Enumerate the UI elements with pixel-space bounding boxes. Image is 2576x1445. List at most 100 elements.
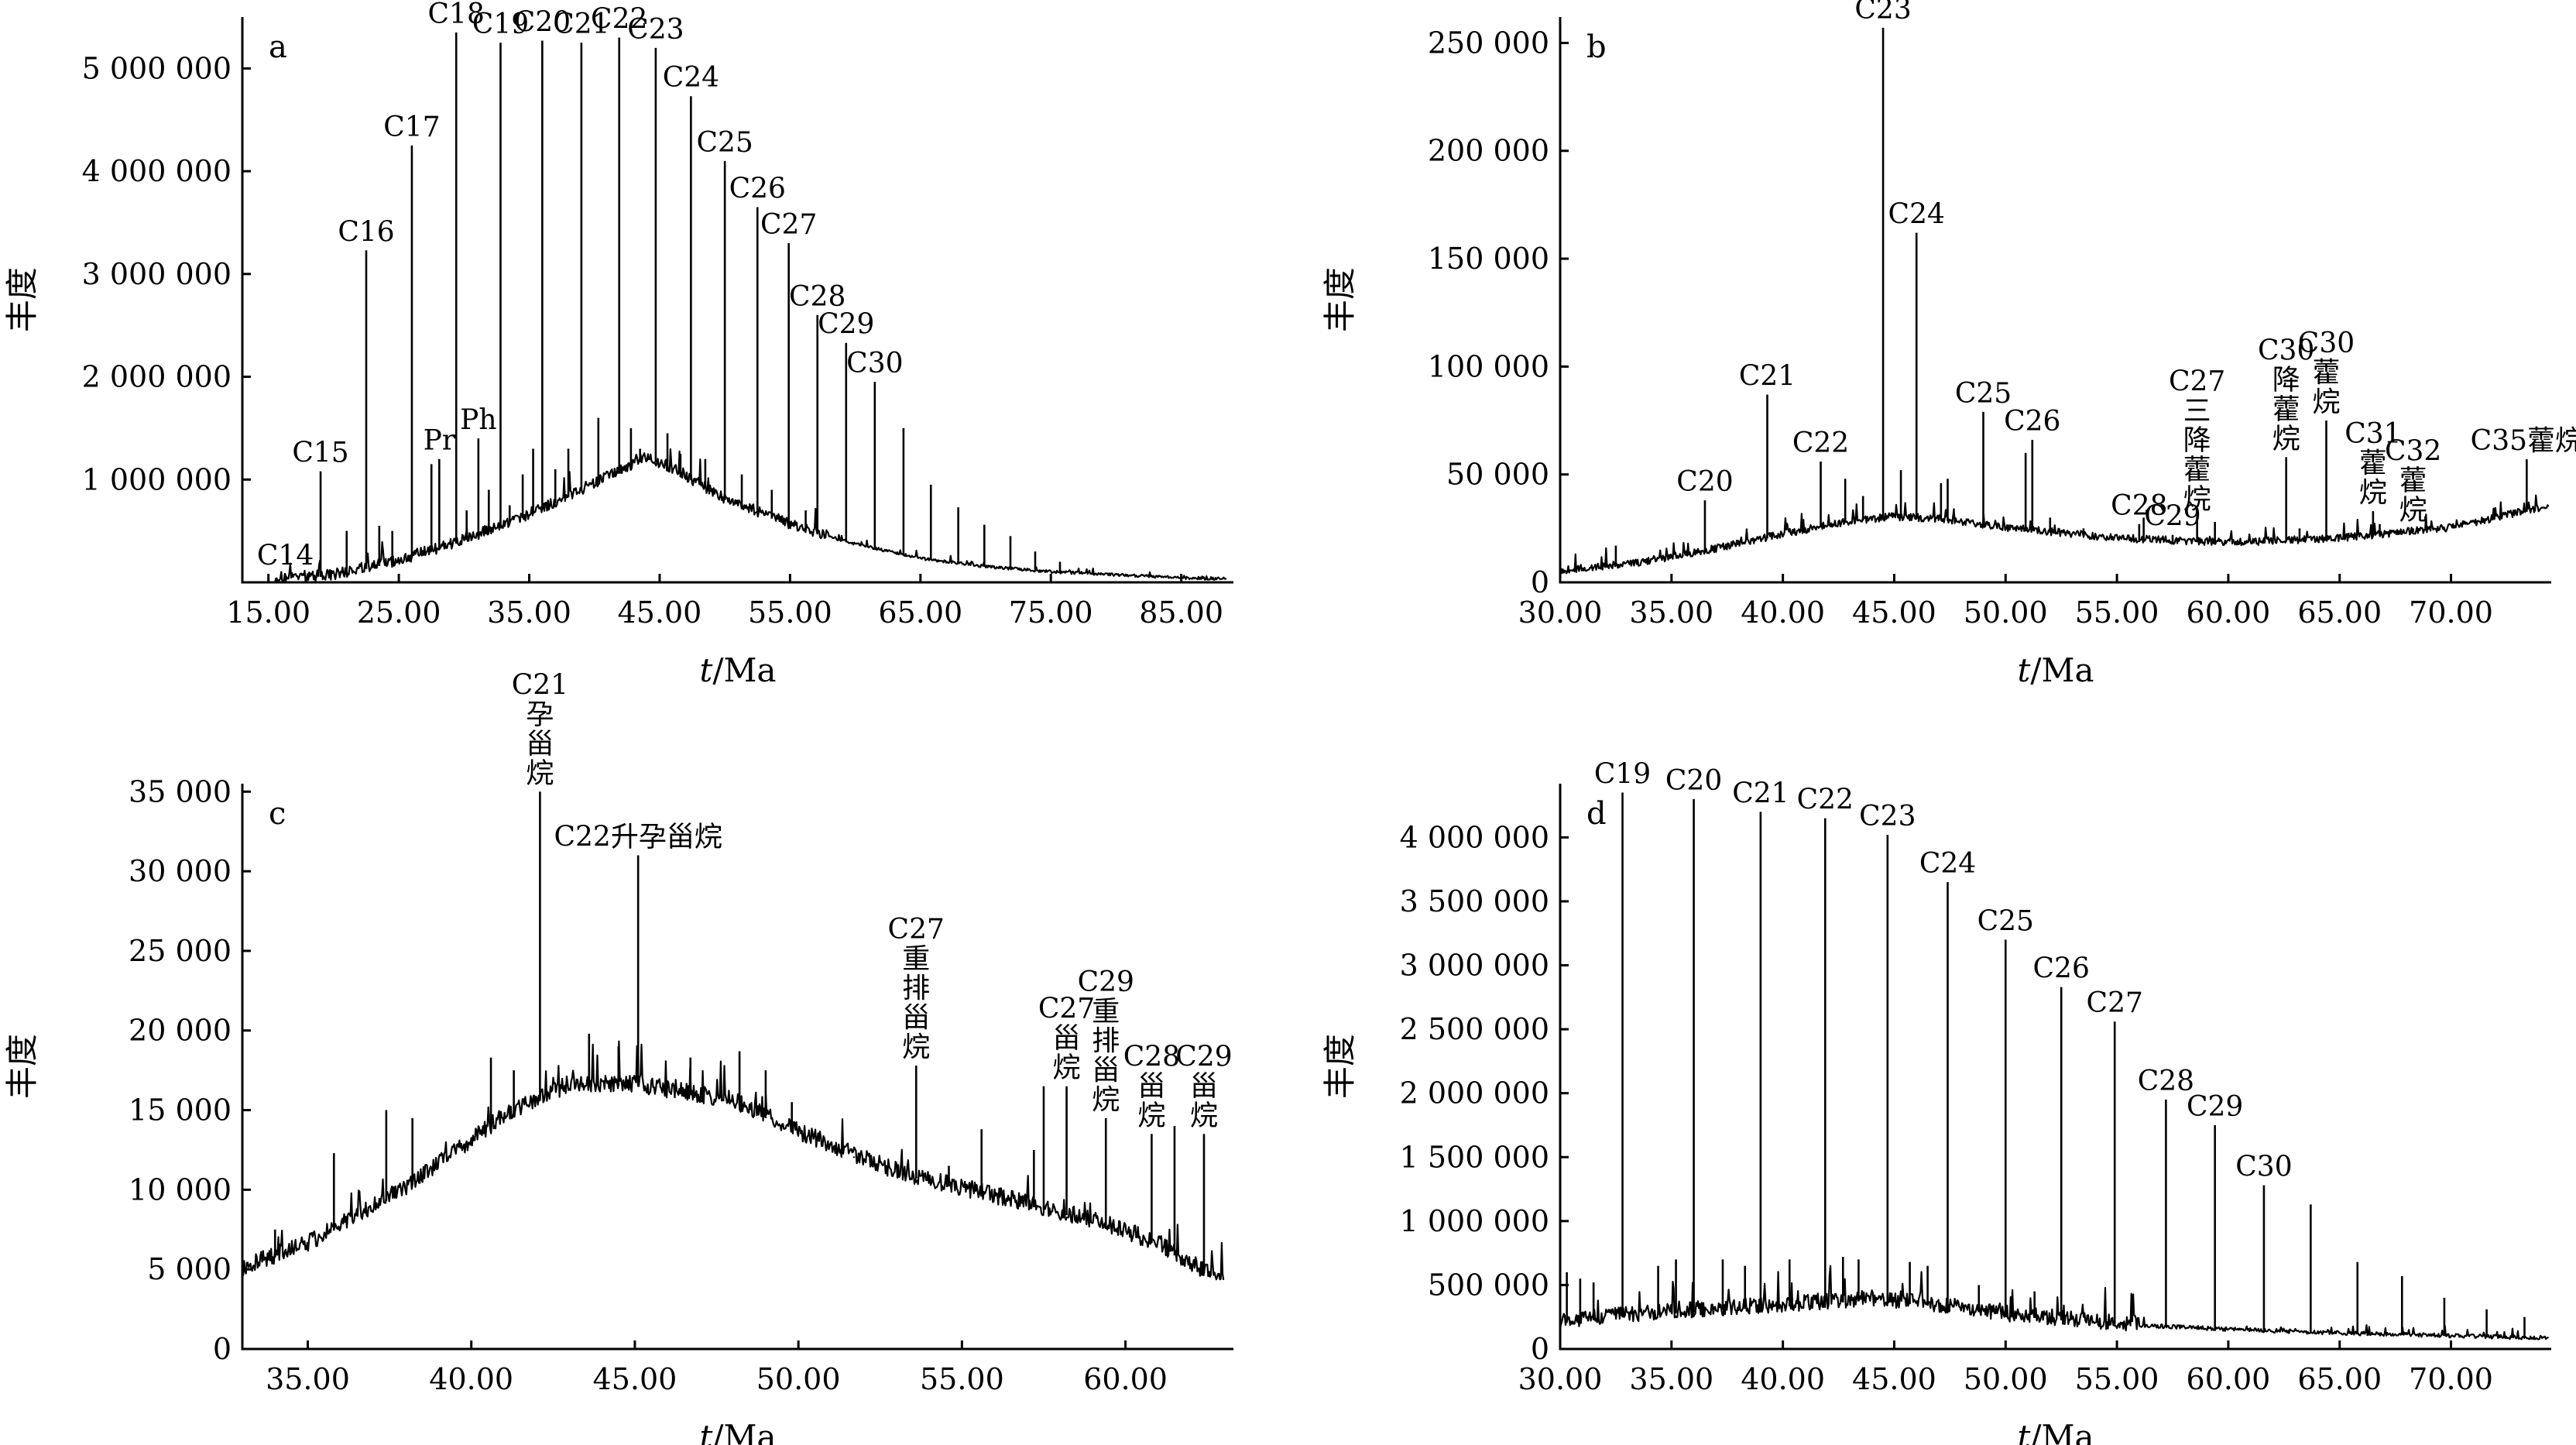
y-tick-label: 3 500 000 (1400, 884, 1549, 918)
y-axis-title: 丰度 (3, 267, 41, 332)
y-tick-label: 15 000 (129, 1093, 232, 1128)
y-axis-title: 丰度 (3, 1034, 41, 1099)
x-axis-title-unit: /Ma (712, 651, 776, 689)
x-tick-label: 60.00 (1083, 1362, 1168, 1396)
peak-label: C30 降藿烷 (2258, 335, 2314, 455)
peak-label: C23 (1854, 0, 1911, 26)
peak-label: C23 (1859, 801, 1916, 832)
panel-letter: c (269, 796, 286, 832)
peak-label: C30 藿烷 (2298, 328, 2355, 418)
peak-label: C30 (846, 348, 903, 379)
peak-label-line: 排 (902, 973, 930, 1004)
peak-label: C27 甾烷 (1038, 994, 1095, 1084)
y-tick-label: 0 (1531, 565, 1549, 599)
y-tick-label: 150 000 (1428, 242, 1549, 276)
peak-label-line: 藿 (2359, 448, 2387, 479)
y-tick-label: 2 000 000 (1400, 1076, 1549, 1110)
peak-label-line: C29 (1175, 1041, 1232, 1073)
x-tick-label: 60.00 (2187, 1362, 2271, 1396)
x-tick-label: 75.00 (1009, 596, 1093, 630)
peak-label: C27 三降藿烷 (2169, 366, 2225, 515)
peak-label-line: 烷 (2183, 483, 2211, 515)
x-tick-label: 65.00 (878, 596, 962, 630)
peak-label: C21 (1732, 777, 1789, 809)
x-axis-title: t/Ma (2017, 1418, 2094, 1445)
peak-label-line: 三 (2183, 395, 2211, 427)
peak-label: C29 甾烷 (1175, 1041, 1232, 1131)
peak-label: C24 (1888, 199, 1945, 231)
peak-label: C26 (2033, 953, 2090, 985)
peak-label-line: 甾 (902, 1002, 930, 1034)
peak-label-line: 烷 (1137, 1100, 1165, 1131)
y-tick-label: 250 000 (1428, 26, 1549, 60)
peak-label-line: 排 (1092, 1025, 1120, 1057)
peak-label-line: 烷 (526, 757, 554, 789)
peak-label-line: C29 (1078, 966, 1134, 998)
x-tick-label: 40.00 (1741, 1362, 1825, 1396)
chromatogram-trace (274, 448, 1227, 584)
peak-label: C29 重排甾烷 (1078, 966, 1134, 1116)
x-tick-label: 45.00 (618, 596, 702, 630)
y-tick-label: 25 000 (129, 934, 232, 968)
y-tick-label: 2 000 000 (82, 360, 232, 394)
peak-label-line: C31 (2344, 418, 2401, 450)
x-tick-label: 35.00 (266, 1362, 350, 1396)
peak-label: C15 (292, 438, 348, 469)
peak-label-line: 甾 (1190, 1070, 1218, 1102)
chromatogram-trace (242, 1040, 1225, 1281)
peak-label-line: 甾 (1053, 1023, 1081, 1055)
peak-label: C29 (2187, 1091, 2243, 1123)
x-tick-label: 55.00 (920, 1362, 1004, 1396)
peak-label: C24 (1919, 848, 1976, 880)
x-axis-title: t/Ma (699, 1418, 776, 1445)
peak-label: C29 (818, 309, 874, 341)
peak-label: C23 (627, 14, 684, 46)
y-tick-label: 100 000 (1428, 349, 1549, 383)
x-tick-label: 45.00 (593, 1362, 677, 1396)
x-tick-label: 55.00 (2075, 596, 2159, 630)
peak-label: C18 (428, 0, 485, 30)
y-tick-label: 1 000 000 (82, 462, 232, 496)
x-tick-label: 35.00 (1629, 1362, 1713, 1396)
peak-label-line: C28 (1123, 1041, 1180, 1073)
peak-label: Ph (460, 404, 496, 436)
y-tick-label: 35 000 (129, 774, 232, 808)
x-tick-label: 35.00 (1629, 596, 1713, 630)
peak-label-line: C27 (1038, 994, 1095, 1025)
peak-label: C25 (696, 127, 753, 159)
peak-label: C28 甾烷 (1123, 1041, 1180, 1131)
peak-label-line: C30 (2258, 335, 2314, 366)
peak-label-line: 烷 (2312, 386, 2340, 418)
x-tick-label: 50.00 (756, 1362, 841, 1396)
peak-label: C20 (514, 7, 571, 39)
panel-letter: a (269, 29, 287, 65)
x-tick-label: 15.00 (226, 596, 310, 630)
y-tick-label: 50 000 (1446, 458, 1549, 492)
peak-label: C22 (591, 4, 647, 36)
peak-label-line: 烷 (902, 1031, 930, 1063)
y-tick-label: 20 000 (129, 1014, 232, 1048)
peak-label-line: 藿 (2312, 357, 2340, 389)
x-tick-label: 65.00 (2297, 596, 2382, 630)
chromatogram-trace (1559, 1265, 2549, 1340)
x-axis-title-unit: /Ma (2030, 651, 2094, 689)
peak-label: C28 (789, 281, 846, 313)
panel-c: 0 5 000 10 000 15 000 20 000 25 000 30 000 35 0… (3, 669, 1233, 1445)
y-tick-label: 10 000 (129, 1172, 232, 1206)
peak-label-line: 甾 (1092, 1055, 1120, 1086)
x-axis-title-var: t (699, 651, 712, 689)
peak-label: C21 (1739, 361, 1796, 393)
peak-label: C27 (760, 209, 817, 241)
axis-lines (241, 17, 1233, 584)
peak-label: C25 (1977, 905, 2034, 937)
x-tick-label: 30.00 (1518, 1362, 1603, 1396)
x-tick-label: 70.00 (2409, 596, 2493, 630)
panel-letter: d (1586, 796, 1607, 832)
panel-letter: b (1586, 29, 1607, 65)
peak-label: C24 (663, 62, 719, 94)
x-tick-label: 55.00 (748, 596, 832, 630)
panel-b: 0 50 000 100 000 150 000 200 000 250 000 30.00… (1321, 0, 2576, 689)
peak-label-line: 烷 (1190, 1100, 1218, 1131)
peak-label: C20 (1665, 765, 1722, 797)
y-tick-label: 1 000 000 (1400, 1204, 1549, 1238)
